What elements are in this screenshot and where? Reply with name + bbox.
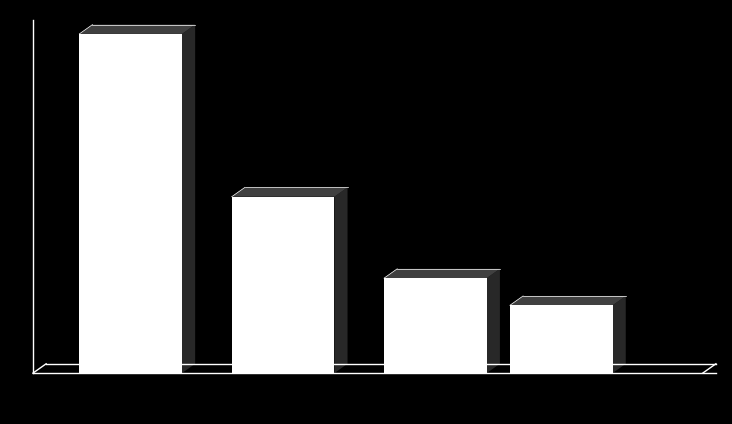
- Polygon shape: [384, 278, 487, 373]
- Polygon shape: [335, 187, 348, 373]
- Polygon shape: [487, 269, 500, 373]
- Polygon shape: [79, 25, 195, 34]
- Polygon shape: [384, 269, 500, 278]
- Polygon shape: [510, 296, 626, 305]
- Polygon shape: [613, 296, 626, 373]
- Polygon shape: [182, 25, 195, 373]
- Polygon shape: [79, 34, 182, 373]
- Polygon shape: [231, 197, 335, 373]
- Polygon shape: [231, 187, 348, 197]
- Polygon shape: [510, 305, 613, 373]
